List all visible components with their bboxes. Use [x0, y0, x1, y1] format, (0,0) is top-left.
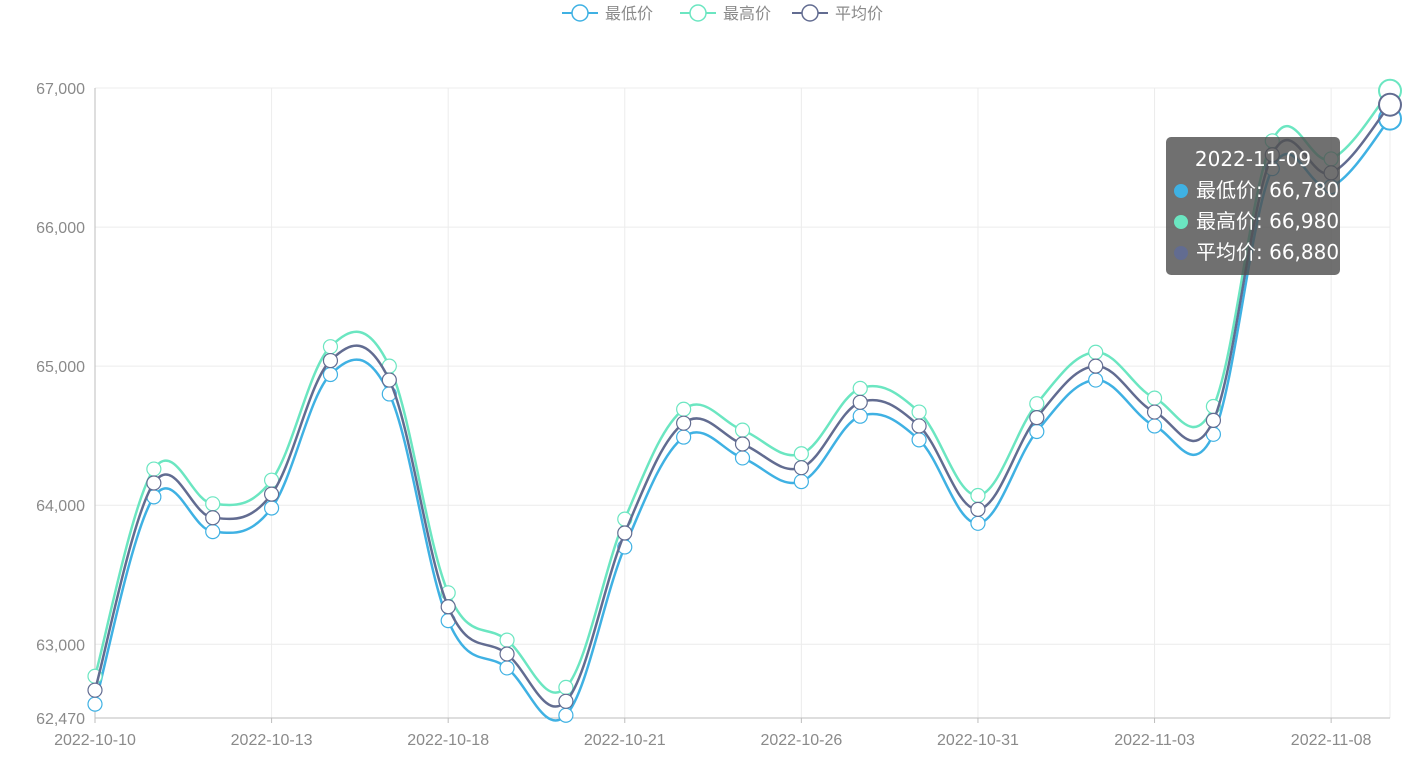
data-point[interactable]: [793, 460, 809, 476]
tooltip: 2022-11-09 最低价: 66,780 最高价: 66,980 平均价: …: [1166, 137, 1340, 275]
data-point[interactable]: [205, 524, 221, 540]
legend-item[interactable]: 最高价: [680, 4, 771, 23]
data-point[interactable]: [1146, 404, 1163, 420]
data-point[interactable]: [852, 394, 868, 410]
data-point[interactable]: [793, 473, 809, 490]
data-point[interactable]: [558, 679, 574, 696]
data-point[interactable]: [1146, 418, 1163, 434]
x-tick-label: 2022-10-21: [584, 732, 666, 749]
legend[interactable]: 最低价 最高价 平均价: [562, 4, 883, 23]
data-point[interactable]: [499, 632, 515, 648]
x-tick-label: 2022-11-08: [1291, 732, 1372, 749]
data-point[interactable]: [617, 525, 633, 541]
legend-item[interactable]: 最低价: [562, 4, 653, 23]
y-tick-label: 62,470: [36, 711, 85, 728]
data-point[interactable]: [1029, 396, 1045, 412]
data-point[interactable]: [1146, 390, 1163, 406]
x-tick-label: 2022-10-31: [937, 732, 1019, 749]
tooltip-dot-high: [1174, 215, 1188, 229]
data-point[interactable]: [87, 696, 103, 712]
data-point[interactable]: [734, 422, 751, 438]
data-point[interactable]: [263, 486, 280, 502]
data-point[interactable]: [1378, 92, 1402, 117]
data-point[interactable]: [734, 450, 751, 466]
data-point[interactable]: [146, 461, 162, 477]
x-tick-label: 2022-10-10: [54, 732, 136, 749]
data-point[interactable]: [381, 372, 397, 388]
data-point[interactable]: [205, 510, 221, 526]
data-point[interactable]: [1088, 344, 1104, 360]
legend-circle-icon: [571, 4, 589, 22]
data-point[interactable]: [499, 660, 515, 676]
tooltip-row-avg: 平均价: 66,880: [1174, 237, 1339, 268]
data-point[interactable]: [852, 380, 868, 396]
data-point[interactable]: [911, 404, 927, 420]
tooltip-dot-avg: [1174, 246, 1188, 260]
y-tick-label: 63,000: [36, 637, 85, 654]
legend-circle-icon: [689, 4, 707, 22]
data-point[interactable]: [499, 646, 515, 662]
data-point[interactable]: [911, 418, 927, 434]
x-tick-label: 2022-10-13: [231, 732, 313, 749]
legend-item[interactable]: 平均价: [792, 4, 883, 23]
y-tick-label: 64,000: [36, 498, 85, 515]
series-line: [93, 89, 1391, 694]
tooltip-text-low: 最低价: 66,780: [1196, 178, 1340, 202]
y-tick-label: 66,000: [36, 220, 85, 237]
data-point[interactable]: [852, 408, 868, 424]
data-point[interactable]: [322, 366, 339, 383]
data-point[interactable]: [558, 707, 574, 723]
tooltip-row-low: 最低价: 66,780: [1174, 175, 1339, 206]
data-point[interactable]: [1088, 358, 1104, 374]
legend-label: 平均价: [835, 4, 883, 23]
series-line: [93, 117, 1391, 722]
data-point[interactable]: [793, 446, 809, 462]
legend-label: 最高价: [723, 4, 771, 23]
data-point[interactable]: [734, 436, 751, 452]
data-point[interactable]: [440, 599, 456, 615]
x-tick-label: 2022-11-03: [1114, 732, 1195, 749]
tooltip-title: 2022-11-09: [1194, 147, 1312, 171]
data-point[interactable]: [263, 500, 280, 516]
data-point[interactable]: [1029, 410, 1045, 426]
data-point[interactable]: [558, 693, 574, 709]
data-point[interactable]: [970, 487, 986, 504]
data-point[interactable]: [205, 496, 221, 512]
data-point[interactable]: [911, 432, 927, 448]
data-point[interactable]: [676, 401, 692, 417]
data-point[interactable]: [87, 682, 103, 698]
data-point[interactable]: [146, 475, 162, 491]
data-point[interactable]: [322, 339, 339, 355]
axes: 67,000 66,000 65,000 64,000 63,000 62,470 2022…: [36, 81, 1390, 749]
data-point[interactable]: [676, 429, 692, 445]
tooltip-dot-low: [1174, 184, 1188, 198]
legend-label: 最低价: [605, 4, 653, 23]
data-point[interactable]: [676, 415, 692, 431]
y-tick-label: 65,000: [36, 359, 85, 376]
data-point[interactable]: [322, 352, 339, 369]
x-tick-label: 2022-10-18: [407, 732, 489, 749]
x-tick-label: 2022-10-26: [760, 732, 842, 749]
tooltip-text-high: 最高价: 66,980: [1196, 209, 1340, 233]
legend-circle-icon: [801, 4, 819, 22]
y-tick-label: 67,000: [36, 81, 85, 98]
data-point[interactable]: [1205, 412, 1222, 428]
data-point[interactable]: [1088, 372, 1104, 388]
tooltip-row-high: 最高价: 66,980: [1174, 206, 1339, 237]
tooltip-text-avg: 平均价: 66,880: [1196, 240, 1340, 264]
series-line: [93, 103, 1391, 708]
data-point[interactable]: [970, 515, 986, 531]
data-point[interactable]: [970, 501, 986, 517]
